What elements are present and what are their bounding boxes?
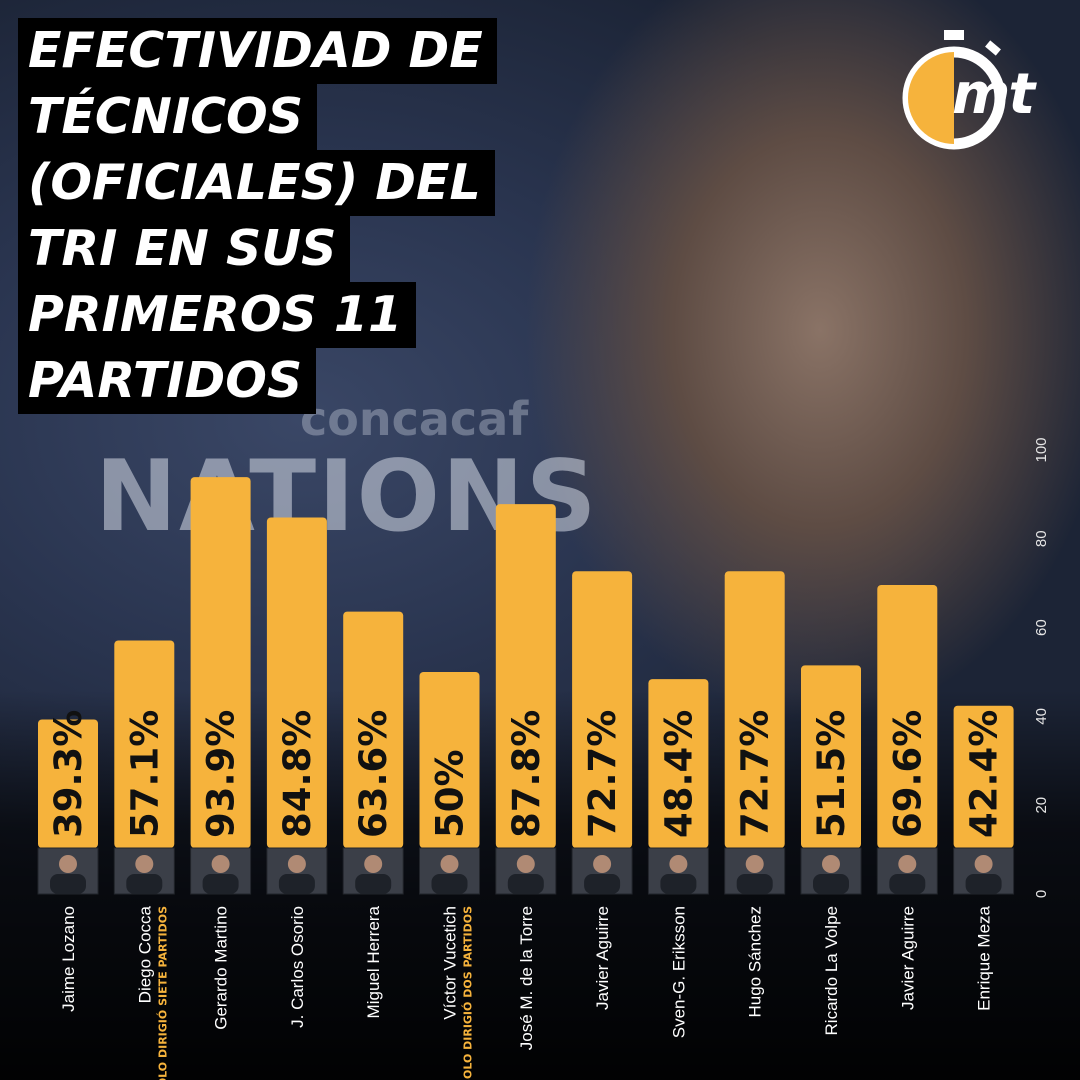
bar xyxy=(38,719,98,848)
coach-photo-body xyxy=(507,874,544,894)
coach-photo-body xyxy=(584,874,621,894)
title-line: PRIMEROS 11 xyxy=(18,282,417,348)
title-line: PARTIDOS xyxy=(18,348,317,414)
coach-photo-body xyxy=(202,874,239,894)
category-label: Diego Cocca xyxy=(135,905,154,1003)
coach-photo-body xyxy=(431,874,468,894)
value-label: 42.4% xyxy=(963,710,1006,838)
value-label: 48.4% xyxy=(657,710,700,838)
title-line: EFECTIVIDAD DE xyxy=(18,18,497,84)
category-label: Hugo Sánchez xyxy=(746,906,765,1018)
bar xyxy=(419,672,480,848)
logo-text: mt xyxy=(952,62,1035,127)
bar xyxy=(190,477,251,848)
coach-photo-body xyxy=(736,874,773,894)
coach-photo-head xyxy=(287,855,306,873)
bar xyxy=(724,571,785,848)
coach-photo-body xyxy=(126,874,163,894)
bar xyxy=(953,705,1014,848)
coach-photo-head xyxy=(440,855,459,873)
value-label: 84.8% xyxy=(276,710,319,838)
bar xyxy=(648,679,709,848)
coach-photo-head xyxy=(59,855,77,873)
bar xyxy=(266,517,327,848)
value-label: 50% xyxy=(429,749,472,838)
category-label: Enrique Meza xyxy=(975,905,994,1010)
y-tick-label: 80 xyxy=(1033,530,1050,547)
coach-photo-body xyxy=(355,874,392,894)
category-label: José M. de la Torre xyxy=(517,906,536,1050)
coach-photo-head xyxy=(593,855,612,873)
category-note: *SOLO DIRIGIÓ SIETE PARTIDOS xyxy=(156,906,169,1080)
bar xyxy=(877,584,938,848)
bar xyxy=(572,571,633,848)
category-label: Javier Aguirre xyxy=(593,906,612,1010)
title-line: (OFICIALES) DEL xyxy=(18,150,495,216)
value-label: 93.9% xyxy=(200,710,243,838)
coach-photo-head xyxy=(135,855,154,873)
category-label: Miguel Herrera xyxy=(364,905,383,1018)
coach-photo-body xyxy=(50,874,86,894)
coach-photo-head xyxy=(974,855,993,873)
value-label: 57.1% xyxy=(123,710,166,838)
coach-photo-head xyxy=(822,855,840,873)
category-label: Jaime Lozano xyxy=(59,906,78,1012)
coach-photo-head xyxy=(364,855,383,873)
coach-photo-head xyxy=(898,855,917,873)
value-label: 51.5% xyxy=(810,710,853,838)
bar xyxy=(343,611,404,848)
coach-photo-body xyxy=(965,874,1002,894)
bar xyxy=(114,640,175,848)
coach-photo-head xyxy=(211,855,230,873)
coach-photo-head xyxy=(745,855,764,873)
category-label: J. Carlos Osorio xyxy=(288,906,307,1028)
y-tick-label: 20 xyxy=(1033,797,1050,814)
y-tick-label: 60 xyxy=(1033,619,1050,636)
coach-photo-body xyxy=(278,874,315,894)
value-label: 72.7% xyxy=(734,710,777,838)
y-tick-label: 0 xyxy=(1033,890,1050,898)
category-note: *SOLO DIRIGIÓ DOS PARTIDOS xyxy=(462,906,475,1080)
chart-title: EFECTIVIDAD DE TÉCNICOS (OFICIALES) DEL … xyxy=(18,18,558,414)
coach-photo-head xyxy=(516,855,535,873)
bar xyxy=(801,665,861,848)
coach-photo-body xyxy=(889,874,926,894)
value-label: 69.6% xyxy=(886,710,929,838)
bar xyxy=(495,504,556,848)
category-label: Ricardo La Volpe xyxy=(822,906,841,1035)
value-label: 63.6% xyxy=(352,710,395,838)
value-label: 72.7% xyxy=(581,710,624,838)
category-label: Sven-G. Eriksson xyxy=(669,906,688,1038)
title-line: TRI EN SUS xyxy=(18,216,351,282)
stopwatch-logo-icon xyxy=(902,30,1006,150)
background-concacaf-text: concacaf xyxy=(300,392,529,446)
value-label: 87.8% xyxy=(505,710,548,838)
value-label: 39.3% xyxy=(47,710,90,838)
category-label: Víctor Vucetich xyxy=(441,906,460,1020)
coach-photo-head xyxy=(669,855,688,873)
category-label: Gerardo Martino xyxy=(212,906,231,1030)
title-line: TÉCNICOS xyxy=(18,84,318,150)
category-label: Javier Aguirre xyxy=(898,906,917,1010)
coach-photo-body xyxy=(660,874,697,894)
y-tick-label: 100 xyxy=(1033,437,1050,462)
y-tick-label: 40 xyxy=(1033,708,1050,725)
coach-photo-body xyxy=(813,874,849,894)
